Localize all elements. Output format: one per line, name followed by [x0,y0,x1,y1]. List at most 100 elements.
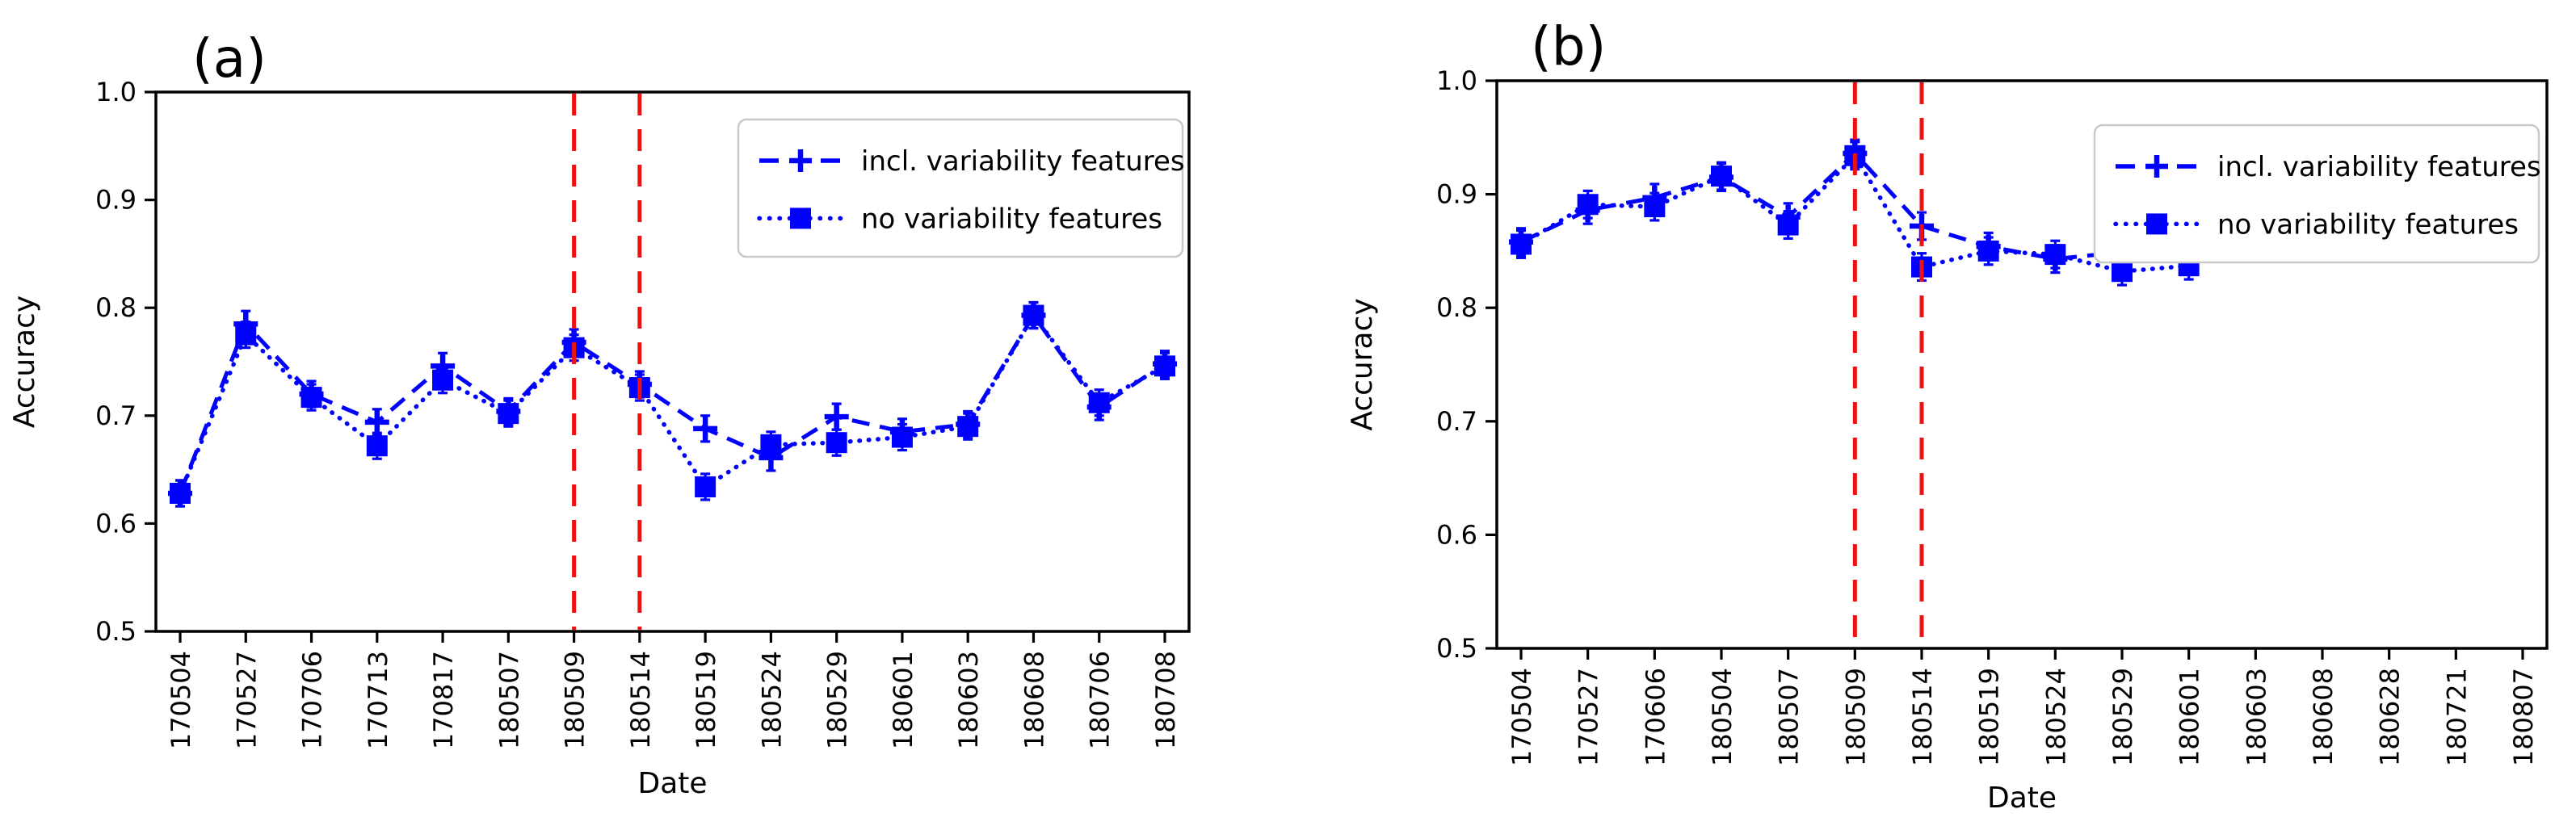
highlight-vlines [1852,82,1924,647]
panel-label: (b) [1531,15,1606,78]
y-tick-label: 0.9 [1436,179,1477,210]
y-axis-label: Accuracy [1346,298,1379,430]
x-tick-label: 180509 [1840,668,1871,766]
y-tick-label: 0.5 [1436,633,1477,664]
x-tick-label: 180519 [691,651,721,749]
x-tick-label: 180507 [1774,668,1805,766]
x-tick-label: 170817 [428,651,459,749]
x-tick-label: 170527 [231,651,262,749]
x-tick-label: 170713 [363,651,393,749]
x-tick-label: 180628 [2375,668,2406,766]
y-tick-label: 0.5 [95,616,137,647]
square-marker [695,476,716,497]
legend-square-marker [2146,213,2167,235]
x-tick-label: 180514 [625,651,656,749]
legend-entry-incl-variability: incl. variability features [2116,151,2541,183]
square-marker [300,387,322,409]
series-no-variability [170,300,1175,508]
y-tick-label: 1.0 [1436,65,1477,96]
x-tick-label: 180706 [1085,651,1116,749]
panel-label: (a) [192,27,267,90]
x-tick-label: 170606 [1640,668,1670,766]
square-marker [1577,194,1599,216]
plot-border [1495,79,2549,650]
x-tick-label: 170527 [1574,668,1604,766]
x-tick-label: 180601 [888,651,918,749]
x-tick-label: 180601 [2175,668,2205,766]
y-tick-label: 0.8 [1436,292,1477,323]
square-marker [2044,244,2066,266]
x-tick-label: 170706 [297,651,328,749]
square-marker [498,403,519,425]
y-axis: 1.0 0.9 0.8 0.7 0.6 0.5 [95,77,156,647]
y-tick-label: 0.9 [95,185,137,216]
square-marker [957,416,979,438]
square-marker [1088,392,1110,413]
square-marker [170,482,191,504]
square-marker [1977,240,1999,262]
legend-entry-no-variability: no variability features [757,203,1162,235]
x-tick-label: 180524 [756,651,787,749]
x-tick-label: 180524 [2040,668,2071,766]
x-tick-label: 180507 [494,651,524,749]
x-tick-label: 180603 [953,651,984,749]
x-tick-label: 180504 [1707,668,1738,766]
x-tick-label: 180603 [2241,668,2271,766]
legend-label: no variability features [861,203,1162,235]
square-marker [1777,214,1799,236]
x-tick-label: 180519 [1974,668,2005,766]
y-tick-label: 0.7 [95,400,137,431]
plot-border [154,90,1191,633]
x-tick-label: 180608 [1019,651,1049,749]
y-tick-label: 0.8 [95,292,137,323]
legend-square-marker [790,208,811,229]
legend-entry-incl-variability: incl. variability features [759,145,1185,178]
square-marker [1154,355,1175,377]
x-tick-label: 180529 [2107,668,2138,766]
legend-entry-no-variability: no variability features [2113,208,2519,241]
legend-box [737,118,1184,258]
x-tick-label: 180514 [1907,668,1938,766]
square-marker [432,369,454,391]
x-axis: 170504 170527 170706 170713 170817 180507 1805… [166,631,1181,749]
square-marker [891,426,913,448]
square-marker [1023,304,1044,326]
legend-box [2093,124,2540,264]
x-tick-label: 180721 [2441,668,2472,766]
y-tick-label: 0.6 [1436,519,1477,550]
y-axis: 1.0 0.9 0.8 0.7 0.6 0.5 [1436,65,1497,664]
legend-label: no variability features [2217,208,2519,241]
highlight-vlines [572,94,642,630]
x-tick-label: 180807 [2508,668,2539,766]
legend: incl. variability features no variability… [737,118,1185,258]
square-marker [1711,166,1732,187]
square-marker [2112,261,2133,283]
y-tick-label: 1.0 [95,77,137,107]
y-tick-label: 0.6 [95,508,137,539]
x-tick-label: 180529 [822,651,853,749]
square-marker [366,435,388,457]
legend-label: incl. variability features [2217,151,2541,183]
square-marker [1644,196,1666,218]
y-tick-label: 0.7 [1436,406,1477,437]
x-tick-label: 180509 [560,651,590,749]
x-tick-label: 180608 [2308,668,2339,766]
y-axis-label: Accuracy [8,296,41,428]
square-marker [826,432,847,454]
x-axis-label: Date [1987,782,2057,815]
square-marker [760,434,782,455]
x-tick-label: 170504 [1507,668,1537,766]
square-marker [235,324,257,346]
x-tick-label: 170504 [166,651,196,749]
x-tick-label: 180708 [1150,651,1181,749]
square-marker [1511,233,1532,255]
legend: incl. variability features no variability… [2093,124,2541,264]
legend-label: incl. variability features [861,145,1185,178]
x-axis: 170504 170527 170606 180504 180507 180509 1805… [1507,648,2539,766]
dashed-line [178,312,1166,494]
x-axis-label: Date [637,767,707,800]
